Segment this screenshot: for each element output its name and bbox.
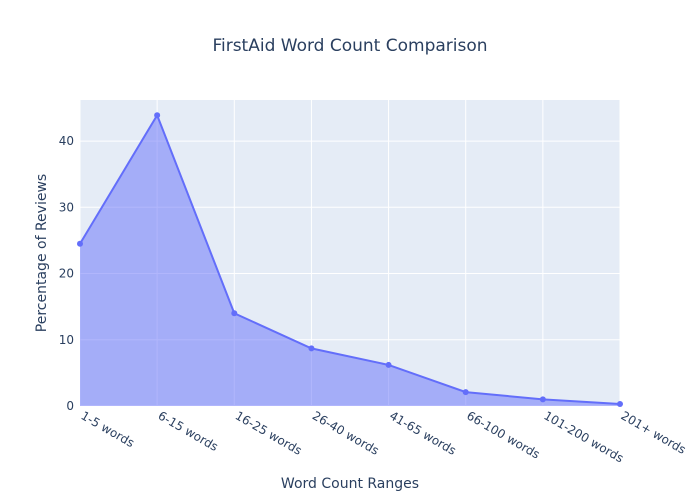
data-point [231, 310, 238, 317]
y-tick-label: 40 [59, 134, 74, 148]
y-tick-label: 10 [59, 333, 74, 347]
data-point [385, 361, 392, 368]
x-tick-label: 41-65 words [387, 408, 458, 457]
data-point [539, 396, 546, 403]
data-point [617, 401, 623, 408]
area-fill [80, 115, 620, 406]
data-point [154, 112, 161, 119]
x-tick-label: 66-100 words [464, 408, 542, 461]
chart-title: FirstAid Word Count Comparison [212, 36, 487, 56]
data-point [308, 345, 315, 352]
x-tick-label: 6-15 words [156, 408, 221, 454]
data-point [462, 389, 469, 396]
x-tick-label: 101-200 words [541, 408, 626, 465]
x-axis-title: Word Count Ranges [281, 476, 419, 492]
x-axis-ticks: 1-5 words 6-15 words 16-25 words 26-40 word… [79, 408, 689, 465]
x-tick-label: 201+ words [619, 408, 689, 456]
series-area [77, 112, 623, 408]
y-axis-ticks: 0 10 20 30 40 [59, 134, 74, 413]
y-tick-label: 20 [59, 267, 74, 281]
y-axis-title: Percentage of Reviews [34, 174, 50, 332]
x-tick-label: 16-25 words [233, 408, 304, 457]
y-tick-label: 30 [59, 200, 74, 214]
x-tick-label: 26-40 words [310, 408, 381, 457]
series-line [79, 112, 621, 406]
data-point [77, 240, 83, 247]
x-tick-label: 1-5 words [79, 408, 137, 450]
y-tick-label: 0 [66, 399, 74, 413]
